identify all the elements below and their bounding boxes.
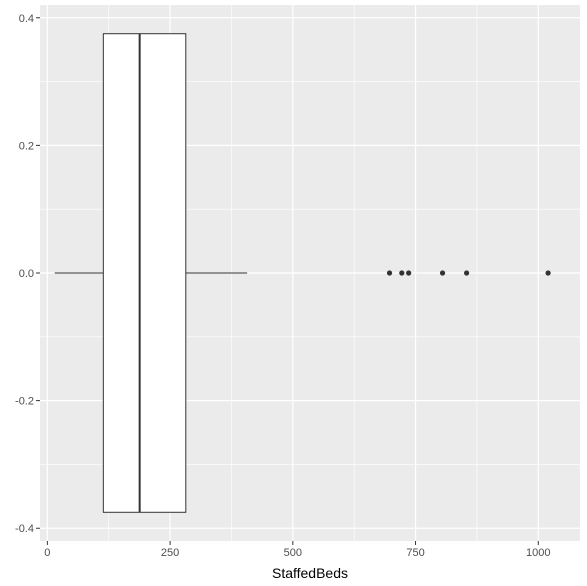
y-axis: -0.4 -0.2 0.0 0.2 0.4 — [15, 13, 40, 535]
x-axis-title: StaffedBeds — [272, 565, 348, 581]
x-tick-label: 500 — [284, 547, 302, 559]
box-and-points — [54, 33, 551, 513]
x-tick-label: 1000 — [526, 547, 550, 559]
y-tick-label: -0.2 — [15, 396, 34, 408]
outlier-point — [399, 270, 405, 276]
outlier-point — [545, 270, 551, 276]
x-axis: 0 250 500 750 1000 — [44, 541, 551, 559]
y-tick-label: -0.4 — [15, 523, 34, 535]
outlier-point — [439, 270, 446, 276]
outlier-point — [386, 270, 393, 276]
box-iqr — [102, 33, 187, 513]
y-tick-label: 0.4 — [19, 13, 34, 25]
x-tick-label: 0 — [44, 547, 50, 559]
outlier-point — [464, 270, 470, 276]
x-tick-label: 750 — [406, 547, 424, 559]
y-tick-label: 0.2 — [19, 140, 34, 152]
x-tick-label: 250 — [161, 547, 179, 559]
outlier-point — [406, 270, 412, 276]
y-tick-label: 0.0 — [19, 268, 34, 280]
